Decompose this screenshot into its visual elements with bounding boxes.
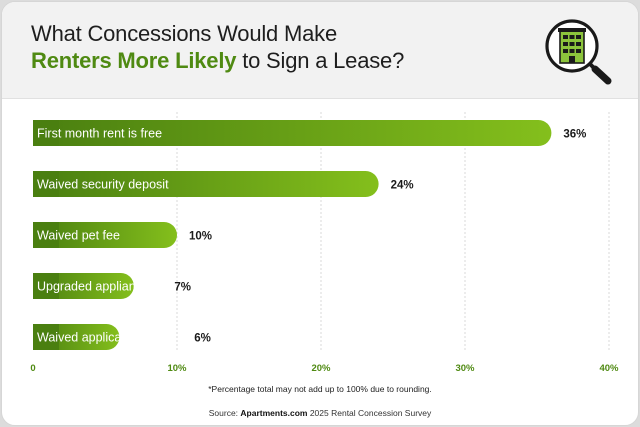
x-tick-label: 40% [599,363,619,374]
bar-left-edge [33,273,59,299]
value-label: 6% [194,333,211,345]
title-rest: to Sign a Lease? [236,48,405,73]
x-tick-label: 10% [167,363,187,374]
footnote: *Percentage total may not add up to 100%… [208,384,432,394]
x-tick-label: 20% [311,363,331,374]
title-line-2: Renters More Likely to Sign a Lease? [31,47,404,74]
bar [33,120,552,146]
bar-left-edge [33,324,59,350]
title-line-1: What Concessions Would Make [31,21,337,46]
building-magnifier-icon [545,19,612,85]
chart-title: What Concessions Would Make Renters More… [31,20,404,74]
x-tick-label: 30% [455,363,475,374]
value-label: 36% [563,129,586,141]
category-label: Waived security deposit [37,178,169,192]
value-label: 10% [189,231,212,243]
category-label: Waived pet fee [37,229,120,243]
category-label: Waived application fee [37,331,162,345]
title-accent: Renters More Likely [31,48,237,73]
value-label: 24% [391,180,414,192]
source-suffix: 2025 Rental Concession Survey [307,408,432,418]
bar-left-edge [33,171,59,197]
category-label: First month rent is free [37,127,162,141]
value-label: 7% [174,282,191,294]
bar [33,222,177,248]
source-brand: Apartments.com [240,408,308,418]
header: What Concessions Would Make Renters More… [2,2,638,99]
bar-chart: First month rent is free 36% Waived securi… [30,112,619,374]
bar-left-edge [33,222,59,248]
x-tick-label: 0 [30,363,35,374]
category-label: Upgraded appliances [37,280,155,294]
source: Source: Apartments.com 2025 Rental Conce… [2,408,638,418]
source-prefix: Source: [208,408,241,418]
bar-left-edge [33,120,59,146]
bar [33,171,379,197]
